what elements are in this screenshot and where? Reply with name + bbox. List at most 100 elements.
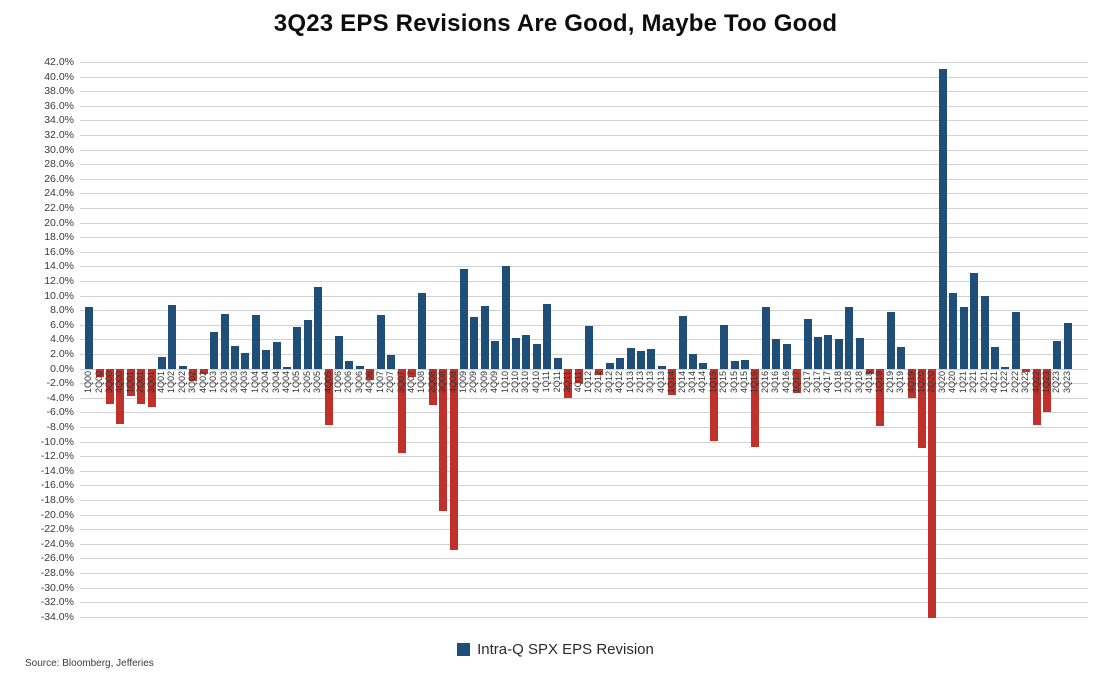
x-tick-label-4Q22: 4Q22 [1030, 371, 1041, 394]
x-tick-label-3Q13: 3Q13 [645, 371, 656, 394]
bar-2Q04 [262, 350, 271, 369]
bar-2Q12 [595, 368, 604, 376]
y-tick-label-28: 28.0% [44, 158, 74, 171]
y-tick-label-10: 10.0% [44, 289, 74, 302]
y-tick-label--32: -32.0% [40, 596, 74, 609]
x-tick-label-1Q19: 1Q19 [874, 371, 885, 394]
x-tick-label-2Q23: 2Q23 [1051, 371, 1062, 394]
gridline--16 [80, 485, 1088, 487]
x-tick-label-3Q00: 3Q00 [104, 371, 115, 394]
x-tick-label-1Q05: 1Q05 [291, 371, 302, 394]
bar-3Q09 [480, 305, 489, 369]
x-tick-label-4Q08: 4Q08 [447, 371, 458, 394]
gridline-8 [80, 310, 1088, 312]
y-tick-label--30: -30.0% [40, 581, 74, 594]
x-tick-label-4Q13: 4Q13 [655, 371, 666, 394]
y-tick-label--6: -6.0% [46, 406, 74, 419]
x-tick-label-3Q16: 3Q16 [770, 371, 781, 394]
x-tick-label-2Q07: 2Q07 [385, 371, 396, 394]
x-tick-label-1Q01: 1Q01 [124, 371, 135, 394]
x-tick-label-1Q12: 1Q12 [582, 371, 593, 394]
bar-2Q18 [845, 306, 854, 369]
y-tick-label-6: 6.0% [50, 318, 74, 331]
bar-1Q14 [668, 368, 677, 395]
gridline-2 [80, 354, 1088, 355]
x-tick-label-1Q20: 1Q20 [916, 371, 927, 394]
bar-4Q21 [990, 346, 999, 369]
bar-4Q04 [283, 367, 291, 369]
bar-2Q02 [178, 365, 187, 369]
bar-2Q01 [137, 368, 146, 405]
gridline--6 [80, 412, 1088, 414]
x-tick-label-2Q00: 2Q00 [93, 371, 104, 394]
x-tick-label-3Q23: 3Q23 [1061, 371, 1072, 394]
x-tick-label-1Q14: 1Q14 [666, 371, 677, 394]
x-tick-label-1Q09: 1Q09 [457, 371, 468, 394]
bar-2Q05 [303, 319, 312, 369]
x-tick-label-4Q00: 4Q00 [114, 371, 125, 394]
y-tick-label-4: 4.0% [50, 333, 74, 346]
bar-2Q11 [553, 357, 562, 369]
bar-1Q15 [709, 368, 718, 441]
bar-2Q03 [220, 313, 229, 369]
x-tick-label-2Q13: 2Q13 [634, 371, 645, 394]
x-tick-label-3Q11: 3Q11 [562, 371, 573, 393]
bar-3Q11 [564, 368, 573, 398]
x-tick-label-2Q08: 2Q08 [426, 371, 437, 394]
gridline--34 [80, 616, 1088, 618]
gridline-36 [80, 105, 1088, 107]
x-tick-label-1Q16: 1Q16 [749, 371, 760, 394]
x-tick-label-2Q05: 2Q05 [301, 371, 312, 394]
x-tick-label-1Q18: 1Q18 [832, 371, 843, 394]
gridline-0 [80, 368, 1088, 370]
gridline-30 [80, 149, 1088, 151]
bar-3Q14 [689, 354, 698, 369]
gridline--20 [80, 514, 1088, 516]
y-tick-label-22: 22.0% [44, 202, 74, 214]
y-tick-label--14: -14.0% [40, 464, 74, 477]
x-tick-label-4Q17: 4Q17 [822, 371, 833, 394]
x-tick-label-3Q07: 3Q07 [395, 371, 406, 394]
gridline--24 [80, 543, 1088, 545]
x-tick-label-2Q09: 2Q09 [468, 371, 479, 394]
x-tick-label-2Q16: 2Q16 [759, 371, 770, 394]
y-tick-label--20: -20.0% [40, 508, 74, 521]
x-tick-label-1Q10: 1Q10 [499, 371, 510, 394]
y-tick-label--4: -4.0% [46, 391, 74, 404]
x-tick-label-2Q19: 2Q19 [884, 371, 895, 394]
bar-4Q07 [407, 368, 416, 378]
bar-1Q23 [1042, 368, 1051, 412]
bar-2Q06 [345, 360, 354, 369]
bar-1Q17 [793, 368, 802, 393]
y-tick-label-16: 16.0% [44, 245, 74, 258]
bar-3Q18 [855, 337, 864, 369]
x-tick-label-4Q21: 4Q21 [988, 371, 999, 394]
y-tick-label--10: -10.0% [40, 435, 74, 448]
y-tick-label-2: 2.0% [50, 348, 74, 360]
bar-4Q10 [532, 343, 541, 369]
x-tick-label-3Q18: 3Q18 [853, 371, 864, 394]
x-tick-label-3Q17: 3Q17 [811, 371, 822, 394]
bar-1Q03 [210, 332, 219, 369]
x-tick-label-2Q10: 2Q10 [510, 371, 521, 394]
bar-4Q03 [241, 353, 250, 369]
x-tick-label-3Q20: 3Q20 [936, 371, 947, 394]
x-tick-label-3Q06: 3Q06 [353, 371, 364, 394]
x-tick-label-2Q03: 2Q03 [218, 371, 229, 394]
x-tick-label-2Q21: 2Q21 [968, 371, 979, 394]
bar-2Q15 [720, 324, 729, 369]
y-tick-label--8: -8.0% [46, 421, 74, 433]
x-tick-label-1Q08: 1Q08 [416, 371, 427, 394]
x-tick-label-4Q12: 4Q12 [614, 371, 625, 394]
x-tick-label-4Q04: 4Q04 [281, 371, 291, 394]
x-tick-label-4Q10: 4Q10 [530, 371, 541, 394]
gridline-28 [80, 164, 1088, 166]
bar-3Q10 [522, 335, 531, 369]
chart-title: 3Q23 EPS Revisions Are Good, Maybe Too G… [273, 10, 838, 37]
x-tick-label-3Q19: 3Q19 [895, 371, 906, 394]
gridline-34 [80, 120, 1088, 122]
x-tick-label-1Q02: 1Q02 [166, 371, 177, 394]
x-tick-label-2Q20: 2Q20 [926, 371, 937, 394]
gridline-40 [80, 76, 1088, 78]
